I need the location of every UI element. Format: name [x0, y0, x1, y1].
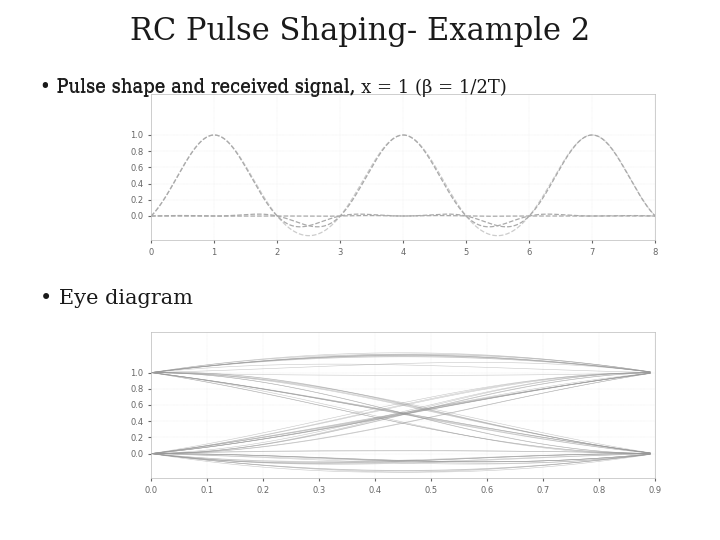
Text: RC Pulse Shaping- Example 2: RC Pulse Shaping- Example 2 — [130, 16, 590, 47]
Text: • Pulse shape and received signal,: • Pulse shape and received signal, — [40, 78, 361, 96]
Text: • Pulse shape and received signal, x = 1 (β = 1/2T): • Pulse shape and received signal, x = 1… — [40, 78, 506, 97]
Text: • Eye diagram: • Eye diagram — [40, 289, 193, 308]
